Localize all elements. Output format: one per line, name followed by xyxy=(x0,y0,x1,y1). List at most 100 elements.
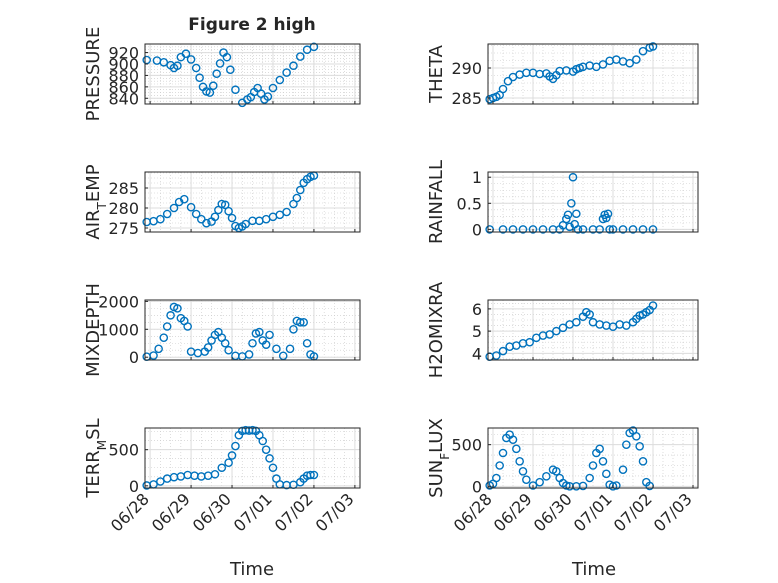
axes-box xyxy=(144,427,361,489)
data-point xyxy=(202,218,211,228)
data-point xyxy=(595,225,604,234)
x-tick-label: 07/02 xyxy=(271,489,317,535)
data-point xyxy=(208,81,218,91)
data-point xyxy=(215,59,225,68)
data-point xyxy=(156,214,165,224)
y-tick-label: 880 xyxy=(108,66,139,85)
data-point xyxy=(173,304,182,313)
y-axis-label: MIXDEPTH xyxy=(83,283,104,377)
data-point xyxy=(518,225,528,234)
data-point xyxy=(224,206,233,216)
series-markers xyxy=(142,42,319,108)
data-point xyxy=(625,58,634,68)
data-point xyxy=(181,49,191,59)
data-point xyxy=(205,88,215,97)
y-tick-label: 1 xyxy=(472,168,482,187)
data-point xyxy=(255,327,264,337)
y-tick-label: 840 xyxy=(108,89,139,108)
subplot-sun-flux: 050006/2806/2906/3007/0107/0207/03SUNFLU… xyxy=(426,418,699,535)
x-tick-label: 07/01 xyxy=(230,489,276,535)
data-point xyxy=(263,92,273,101)
data-point xyxy=(538,225,548,234)
y-tick-label: 1000 xyxy=(98,320,139,339)
data-point xyxy=(268,463,278,473)
data-point xyxy=(186,202,196,212)
y-axis-label: RAINFALL xyxy=(426,160,447,244)
data-point xyxy=(191,63,201,73)
data-point xyxy=(231,441,240,451)
data-point xyxy=(227,213,237,223)
data-point xyxy=(212,69,221,79)
data-point xyxy=(203,343,213,352)
x-tick-label: 06/29 xyxy=(490,489,536,535)
data-point xyxy=(289,61,298,71)
data-point xyxy=(622,440,631,449)
x-tick-label: 07/02 xyxy=(610,489,656,535)
data-point xyxy=(542,472,551,481)
y-tick-label: 290 xyxy=(451,59,482,78)
data-point xyxy=(224,458,233,467)
data-point xyxy=(210,212,220,222)
data-point xyxy=(518,467,528,476)
data-point xyxy=(595,444,604,454)
data-point xyxy=(261,445,271,454)
data-point xyxy=(248,338,257,348)
data-point xyxy=(602,469,611,479)
data-point xyxy=(563,210,573,220)
y-tick-label: 500 xyxy=(451,436,482,455)
data-point xyxy=(578,225,588,234)
data-point xyxy=(632,55,641,64)
data-point xyxy=(272,344,281,354)
data-point xyxy=(618,465,628,474)
data-point xyxy=(622,321,631,330)
axes-box xyxy=(487,171,699,233)
data-point xyxy=(302,338,312,348)
data-point xyxy=(632,432,641,441)
data-point xyxy=(635,442,644,451)
data-point xyxy=(638,225,648,234)
data-point xyxy=(220,338,230,348)
data-point xyxy=(309,42,319,52)
y-tick-label: 860 xyxy=(108,78,139,97)
x-tick-label: 07/03 xyxy=(312,489,358,535)
data-point xyxy=(598,60,608,69)
data-point xyxy=(159,57,169,67)
data-point xyxy=(220,200,230,210)
data-point xyxy=(565,222,574,232)
data-point xyxy=(248,425,257,435)
data-point xyxy=(535,477,544,487)
x-tick-label: 06/29 xyxy=(148,489,194,535)
data-point xyxy=(224,345,233,355)
data-point xyxy=(572,209,581,219)
data-point xyxy=(608,225,618,234)
data-point xyxy=(578,481,588,491)
data-point xyxy=(568,172,578,182)
data-point xyxy=(503,76,513,86)
figure-title: Figure 2 high xyxy=(188,15,316,35)
data-point xyxy=(648,225,658,234)
data-point xyxy=(573,225,583,234)
x-tick-label: 06/30 xyxy=(530,489,576,535)
axes-box xyxy=(144,43,361,105)
y-tick-label: 500 xyxy=(108,441,139,460)
series-markers xyxy=(485,426,654,491)
data-point xyxy=(179,194,189,204)
data-point xyxy=(226,65,235,75)
series-markers xyxy=(485,42,658,104)
y-tick-label: 0 xyxy=(472,220,482,239)
y-tick-label: 6 xyxy=(472,300,482,319)
data-point xyxy=(299,318,308,327)
data-point xyxy=(302,45,312,55)
data-point xyxy=(638,457,648,466)
subplot-h2omixra: 4 5 6 H2OMIXRA xyxy=(426,281,699,378)
y-tick-label: 5 xyxy=(472,322,482,341)
data-point xyxy=(295,318,305,327)
data-point xyxy=(528,225,538,234)
data-point xyxy=(156,477,165,486)
x-axis-label-left: Time xyxy=(229,559,274,580)
data-point xyxy=(285,344,295,354)
